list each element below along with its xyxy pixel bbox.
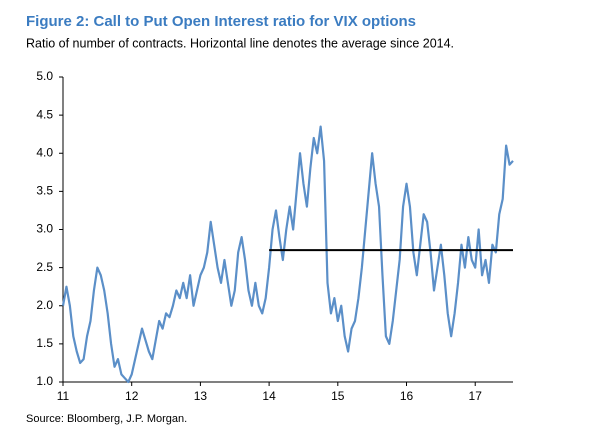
y-tick-label: 4.5 (36, 107, 53, 121)
x-tick-label: 17 (469, 389, 483, 403)
y-tick-label: 1.5 (36, 336, 53, 350)
chart-subtitle: Ratio of number of contracts. Horizontal… (26, 36, 454, 50)
x-tick-label: 11 (57, 389, 70, 403)
data-line (61, 125, 514, 384)
y-tick-label: 3.0 (36, 222, 53, 236)
y-tick-label: 3.5 (36, 184, 53, 198)
y-tick-label: 2.0 (36, 298, 53, 312)
y-tick-label: 2.5 (36, 260, 53, 274)
x-tick-label: 16 (400, 389, 414, 403)
y-tick-label: 4.0 (36, 145, 53, 159)
x-tick-label: 12 (125, 389, 139, 403)
x-tick-label: 15 (331, 389, 345, 403)
source-note: Source: Bloomberg, J.P. Morgan. (26, 413, 187, 425)
y-tick-label: 5.0 (36, 69, 53, 83)
x-tick-label: 14 (262, 389, 276, 403)
chart-title: Figure 2: Call to Put Open Interest rati… (26, 13, 416, 30)
x-tick-label: 13 (194, 389, 208, 403)
y-tick-label: 1.0 (36, 374, 53, 388)
